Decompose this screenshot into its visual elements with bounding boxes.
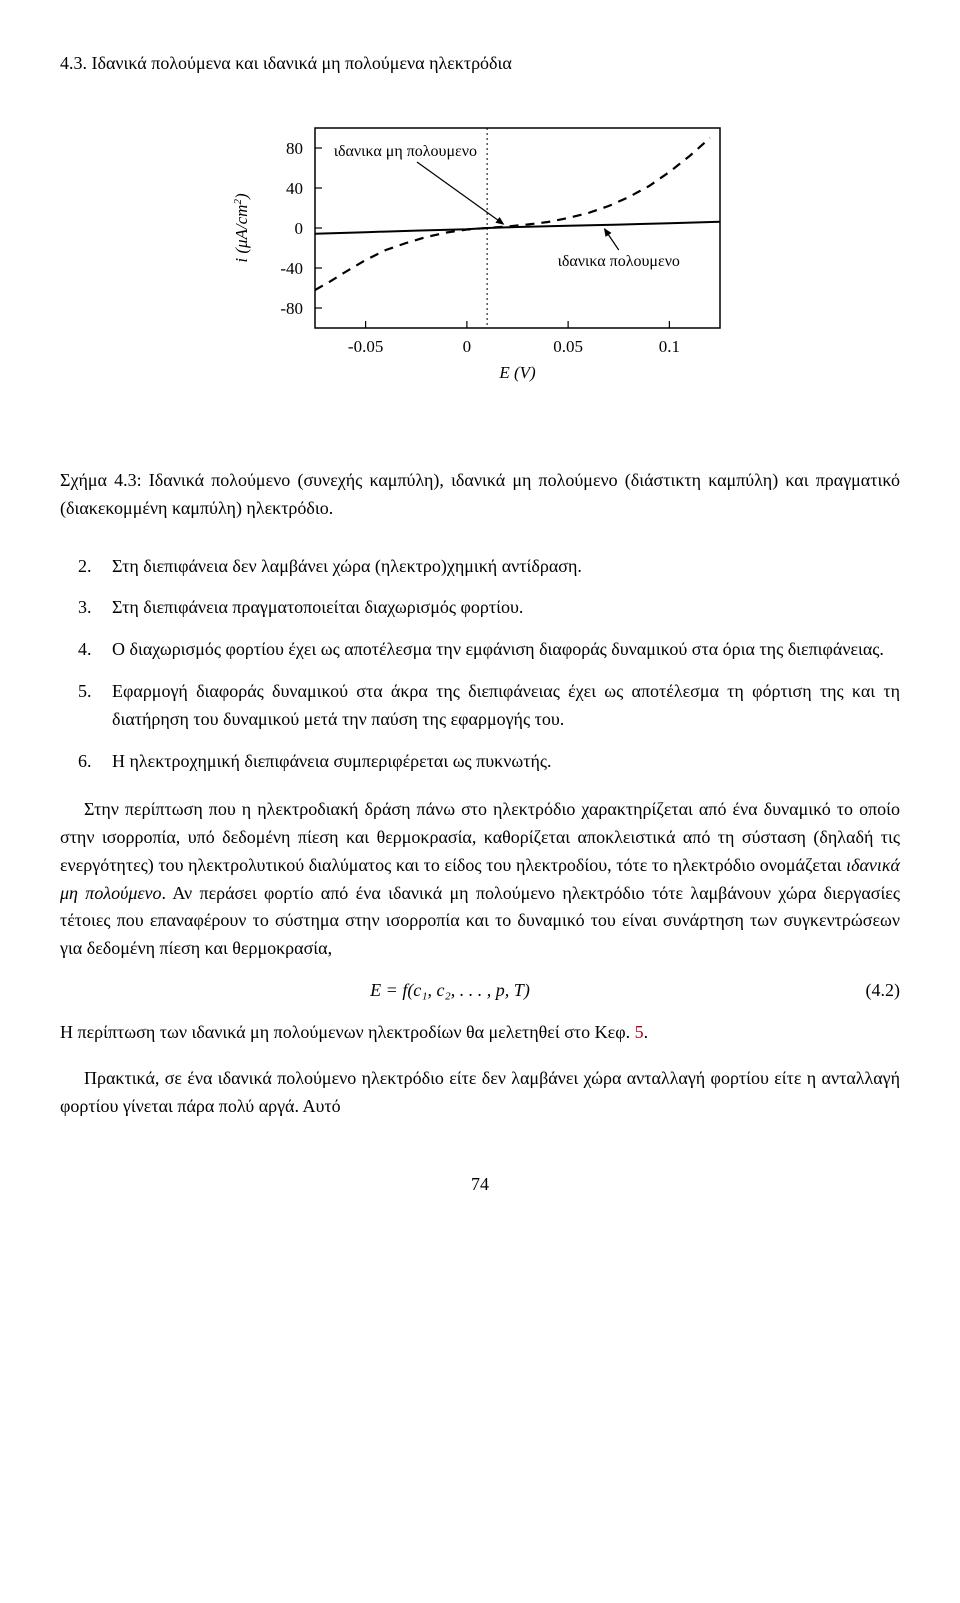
list-number: 3. — [60, 594, 112, 622]
svg-text:0.05: 0.05 — [553, 337, 583, 356]
para-text: Η περίπτωση των ιδανικά μη πολούμενων ηλ… — [60, 1022, 635, 1042]
para-text: Πρακτικά, σε ένα ιδανικά πολούμενο ηλεκτ… — [60, 1068, 900, 1116]
svg-text:-0.05: -0.05 — [348, 337, 383, 356]
equation-row: E = f(c₁, c₂, . . . , p, T) (4.2) — [60, 977, 900, 1005]
list-text: Στη διεπιφάνεια δεν λαμβάνει χώρα (ηλεκτ… — [112, 553, 900, 581]
svg-text:ιδανικα πολουμενο: ιδανικα πολουμενο — [558, 253, 680, 270]
list-number: 4. — [60, 636, 112, 664]
svg-text:80: 80 — [286, 139, 303, 158]
equation: E = f(c₁, c₂, . . . , p, T) — [60, 977, 840, 1005]
list-text: Ο διαχωρισμός φορτίου έχει ως αποτέλεσμα… — [112, 636, 900, 664]
enumerated-list: 2. Στη διεπιφάνεια δεν λαμβάνει χώρα (ηλ… — [60, 553, 900, 776]
paragraph: Στην περίπτωση που η ηλεκτροδιακή δράση … — [60, 796, 900, 963]
svg-text:-80: -80 — [280, 299, 303, 318]
para-text: . — [644, 1022, 649, 1042]
list-item: 6. Η ηλεκτροχημική διεπιφάνεια συμπεριφέ… — [60, 748, 900, 776]
list-item: 5. Εφαρμογή διαφοράς δυναμικού στα άκρα … — [60, 678, 900, 734]
list-text: Η ηλεκτροχημική διεπιφάνεια συμπεριφέρετ… — [112, 748, 900, 776]
paragraph: Πρακτικά, σε ένα ιδανικά πολούμενο ηλεκτ… — [60, 1065, 900, 1121]
list-text: Στη διεπιφάνεια πραγματοποιείται διαχωρι… — [112, 594, 900, 622]
paragraph: Η περίπτωση των ιδανικά μη πολούμενων ηλ… — [60, 1019, 900, 1047]
chart-svg: -0.05 0 0.05 0.1 -80 -40 0 40 80 E (V) i (μA/cm2) ι… — [200, 108, 760, 438]
list-item: 2. Στη διεπιφάνεια δεν λαμβάνει χώρα (ηλ… — [60, 553, 900, 581]
para-text: . Αν περάσει φορτίο από ένα ιδανικά μη π… — [60, 883, 900, 959]
svg-text:ιδανικα μη πολουμενο: ιδανικα μη πολουμενο — [334, 143, 477, 160]
chapter-ref: 5 — [635, 1022, 644, 1042]
caption-label: Σχήμα 4.3: — [60, 470, 142, 490]
para-text: Στην περίπτωση που η ηλεκτροδιακή δράση … — [60, 799, 900, 875]
section-number: 4.3. — [60, 53, 87, 73]
list-item: 4. Ο διαχωρισμός φορτίου έχει ως αποτέλε… — [60, 636, 900, 664]
svg-text:0.1: 0.1 — [659, 337, 680, 356]
figure-caption: Σχήμα 4.3: Ιδανικά πολούμενο (συνεχής κα… — [60, 467, 900, 523]
svg-text:0: 0 — [295, 219, 304, 238]
list-text: Εφαρμογή διαφοράς δυναμικού στα άκρα της… — [112, 678, 900, 734]
list-item: 3. Στη διεπιφάνεια πραγματοποιείται διαχ… — [60, 594, 900, 622]
svg-text:i (μA/cm2): i (μA/cm2) — [232, 193, 251, 263]
svg-text:40: 40 — [286, 179, 303, 198]
section-title: Ιδανικά πολούμενα και ιδανικά μη πολούμε… — [92, 53, 512, 73]
svg-text:E (V): E (V) — [498, 363, 536, 382]
page-number: 74 — [60, 1171, 900, 1199]
section-heading: 4.3. Ιδανικά πολούμενα και ιδανικά μη πο… — [60, 50, 900, 78]
svg-text:-40: -40 — [280, 259, 303, 278]
list-number: 6. — [60, 748, 112, 776]
list-number: 5. — [60, 678, 112, 734]
caption-text: Ιδανικά πολούμενο (συνεχής καμπύλη), ιδα… — [60, 470, 900, 518]
figure: -0.05 0 0.05 0.1 -80 -40 0 40 80 E (V) i (μA/cm2) ι… — [60, 108, 900, 447]
list-number: 2. — [60, 553, 112, 581]
equation-number: (4.2) — [840, 977, 900, 1005]
svg-text:0: 0 — [463, 337, 472, 356]
